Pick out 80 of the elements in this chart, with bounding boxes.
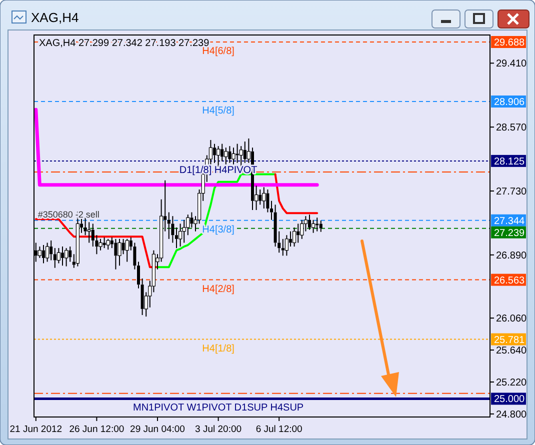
candlestick bbox=[182, 219, 186, 244]
line-series bbox=[274, 173, 318, 214]
chart-title: XAG,H4 bbox=[31, 10, 79, 25]
annotation: H4[1/8] bbox=[202, 343, 235, 354]
candlestick bbox=[98, 238, 102, 251]
candlestick bbox=[296, 223, 300, 244]
candlestick bbox=[56, 248, 60, 264]
candlestick bbox=[87, 222, 91, 244]
candlestick bbox=[42, 244, 45, 264]
candlestick bbox=[137, 261, 140, 289]
y-tick-label: 27.730 bbox=[496, 186, 528, 198]
candlestick bbox=[284, 234, 288, 256]
candlestick bbox=[175, 227, 178, 249]
candlestick bbox=[228, 146, 232, 164]
ref-line-label: 25.781 bbox=[494, 334, 526, 346]
candlestick bbox=[61, 246, 64, 266]
y-tick-label: 28.570 bbox=[496, 122, 528, 134]
candlestick bbox=[319, 220, 322, 232]
ref-line-label: 27.239 bbox=[494, 228, 526, 239]
candlestick bbox=[50, 240, 53, 261]
candlestick bbox=[316, 217, 319, 232]
candlestick bbox=[133, 242, 136, 270]
candlestick bbox=[140, 278, 144, 316]
x-tick-label: 3 Jul 20:00 bbox=[195, 424, 242, 435]
y-tick-label: 26.890 bbox=[496, 250, 528, 262]
candlestick bbox=[232, 147, 236, 165]
candlestick bbox=[118, 238, 122, 266]
annotation: H4[5/8] bbox=[202, 106, 235, 117]
candlestick bbox=[122, 238, 125, 255]
y-tick-label: 29.410 bbox=[496, 58, 528, 70]
candlestick bbox=[274, 204, 277, 248]
annotation: MN1PIVOT W1PIVOT D1SUP H4SUP bbox=[132, 402, 304, 414]
ref-line-label: 29.688 bbox=[494, 38, 526, 48]
candlestick bbox=[178, 223, 182, 248]
candlestick bbox=[236, 143, 239, 164]
y-tick-label: 25.640 bbox=[496, 346, 528, 357]
candlestick bbox=[243, 141, 246, 164]
candlestick bbox=[171, 216, 174, 244]
candlestick bbox=[102, 236, 106, 249]
candlestick bbox=[84, 217, 87, 236]
candlestick bbox=[53, 248, 56, 268]
candlestick bbox=[304, 216, 308, 232]
x-tick-label: 6 Jul 12:00 bbox=[256, 424, 302, 435]
ref-line-label: 28.906 bbox=[494, 97, 526, 108]
candlestick bbox=[239, 146, 243, 168]
ref-line-label: 26.563 bbox=[494, 275, 526, 286]
x-tick-label: 26 Jun 12:00 bbox=[69, 424, 124, 435]
candlestick bbox=[312, 219, 316, 234]
candlestick bbox=[190, 212, 194, 228]
candlestick bbox=[258, 188, 262, 206]
x-tick-label: 29 Jun 04:00 bbox=[130, 424, 185, 435]
candlestick bbox=[114, 238, 118, 270]
candlestick bbox=[224, 147, 228, 165]
ref-line-label: 27.344 bbox=[494, 216, 526, 227]
candlestick bbox=[152, 250, 156, 293]
candlestick bbox=[281, 238, 284, 256]
candlestick bbox=[213, 143, 216, 164]
y-tick-label: 25.220 bbox=[496, 377, 528, 388]
ref-line-label: 25.000 bbox=[494, 394, 526, 406]
candlestick bbox=[266, 188, 270, 213]
candlestick bbox=[300, 219, 304, 240]
candlestick bbox=[262, 186, 266, 209]
candlestick bbox=[68, 246, 72, 262]
y-tick-label: 24.800 bbox=[496, 409, 528, 420]
candlestick bbox=[292, 227, 296, 248]
candlestick bbox=[91, 223, 94, 248]
candlestick bbox=[186, 214, 190, 236]
x-tick-label: 21 Jun 2012 bbox=[10, 424, 62, 435]
candlestick bbox=[160, 198, 164, 262]
annotation: H4[6/8] bbox=[202, 46, 235, 57]
candlestick bbox=[270, 200, 273, 220]
candlestick bbox=[46, 242, 50, 262]
y-tick-label: 26.060 bbox=[496, 314, 528, 325]
candlestick bbox=[289, 230, 292, 248]
candlestick bbox=[167, 212, 170, 240]
candlestick bbox=[308, 214, 311, 230]
annotation: H4[2/8] bbox=[202, 284, 235, 295]
ref-line-label: 28.125 bbox=[494, 156, 526, 168]
line-series bbox=[34, 218, 158, 268]
candlestick bbox=[220, 143, 224, 162]
